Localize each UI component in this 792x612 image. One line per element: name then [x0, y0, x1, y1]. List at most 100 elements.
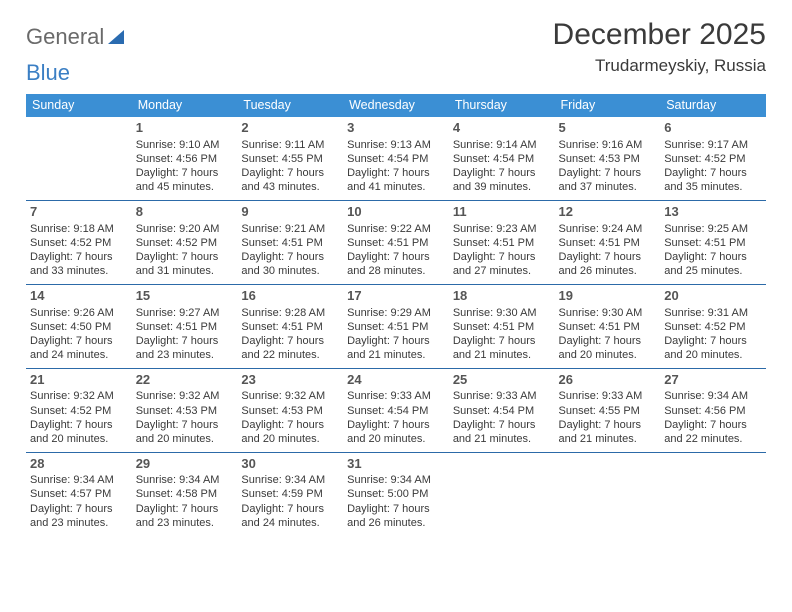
calendar-cell: 16Sunrise: 9:28 AMSunset: 4:51 PMDayligh… [237, 284, 343, 368]
day-number: 28 [30, 456, 128, 473]
calendar-cell: 18Sunrise: 9:30 AMSunset: 4:51 PMDayligh… [449, 284, 555, 368]
day-info: Sunrise: 9:34 AMSunset: 4:56 PMDaylight:… [664, 389, 762, 445]
day-info: Sunrise: 9:32 AMSunset: 4:53 PMDaylight:… [136, 389, 234, 445]
day-info: Sunrise: 9:26 AMSunset: 4:50 PMDaylight:… [30, 306, 128, 362]
calendar-cell: 6Sunrise: 9:17 AMSunset: 4:52 PMDaylight… [660, 117, 766, 200]
day-header: Sunday [26, 94, 132, 117]
day-header: Monday [132, 94, 238, 117]
day-number: 26 [559, 372, 657, 389]
day-number: 31 [347, 456, 445, 473]
day-info: Sunrise: 9:17 AMSunset: 4:52 PMDaylight:… [664, 138, 762, 194]
day-number: 14 [30, 288, 128, 305]
day-number: 12 [559, 204, 657, 221]
calendar-cell: 12Sunrise: 9:24 AMSunset: 4:51 PMDayligh… [555, 200, 661, 284]
day-number: 13 [664, 204, 762, 221]
day-number: 1 [136, 120, 234, 137]
day-info: Sunrise: 9:13 AMSunset: 4:54 PMDaylight:… [347, 138, 445, 194]
day-info: Sunrise: 9:20 AMSunset: 4:52 PMDaylight:… [136, 222, 234, 278]
day-info: Sunrise: 9:34 AMSunset: 4:59 PMDaylight:… [241, 473, 339, 529]
day-number: 2 [241, 120, 339, 137]
day-number: 21 [30, 372, 128, 389]
day-header: Saturday [660, 94, 766, 117]
day-info: Sunrise: 9:22 AMSunset: 4:51 PMDaylight:… [347, 222, 445, 278]
day-number: 22 [136, 372, 234, 389]
day-number: 27 [664, 372, 762, 389]
day-number: 6 [664, 120, 762, 137]
calendar-cell [660, 452, 766, 535]
day-number: 16 [241, 288, 339, 305]
day-info: Sunrise: 9:33 AMSunset: 4:54 PMDaylight:… [453, 389, 551, 445]
calendar-week-row: 28Sunrise: 9:34 AMSunset: 4:57 PMDayligh… [26, 452, 766, 535]
day-info: Sunrise: 9:32 AMSunset: 4:52 PMDaylight:… [30, 389, 128, 445]
calendar-cell: 20Sunrise: 9:31 AMSunset: 4:52 PMDayligh… [660, 284, 766, 368]
day-number: 20 [664, 288, 762, 305]
day-number: 5 [559, 120, 657, 137]
calendar-week-row: 1Sunrise: 9:10 AMSunset: 4:56 PMDaylight… [26, 117, 766, 200]
day-header: Wednesday [343, 94, 449, 117]
logo-sail-icon [108, 30, 124, 44]
calendar-week-row: 7Sunrise: 9:18 AMSunset: 4:52 PMDaylight… [26, 200, 766, 284]
day-info: Sunrise: 9:23 AMSunset: 4:51 PMDaylight:… [453, 222, 551, 278]
calendar-cell: 26Sunrise: 9:33 AMSunset: 4:55 PMDayligh… [555, 368, 661, 452]
calendar-cell: 31Sunrise: 9:34 AMSunset: 5:00 PMDayligh… [343, 452, 449, 535]
calendar-cell: 29Sunrise: 9:34 AMSunset: 4:58 PMDayligh… [132, 452, 238, 535]
calendar-cell: 30Sunrise: 9:34 AMSunset: 4:59 PMDayligh… [237, 452, 343, 535]
day-header-row: Sunday Monday Tuesday Wednesday Thursday… [26, 94, 766, 117]
day-number: 29 [136, 456, 234, 473]
month-title: December 2025 [553, 18, 766, 52]
calendar-cell: 27Sunrise: 9:34 AMSunset: 4:56 PMDayligh… [660, 368, 766, 452]
calendar-cell: 24Sunrise: 9:33 AMSunset: 4:54 PMDayligh… [343, 368, 449, 452]
calendar-cell [555, 452, 661, 535]
calendar-cell: 9Sunrise: 9:21 AMSunset: 4:51 PMDaylight… [237, 200, 343, 284]
calendar-cell: 22Sunrise: 9:32 AMSunset: 4:53 PMDayligh… [132, 368, 238, 452]
calendar-cell: 5Sunrise: 9:16 AMSunset: 4:53 PMDaylight… [555, 117, 661, 200]
day-info: Sunrise: 9:30 AMSunset: 4:51 PMDaylight:… [453, 306, 551, 362]
calendar-cell: 21Sunrise: 9:32 AMSunset: 4:52 PMDayligh… [26, 368, 132, 452]
calendar-cell: 15Sunrise: 9:27 AMSunset: 4:51 PMDayligh… [132, 284, 238, 368]
day-number: 18 [453, 288, 551, 305]
day-info: Sunrise: 9:10 AMSunset: 4:56 PMDaylight:… [136, 138, 234, 194]
logo: General [26, 18, 126, 50]
day-number: 30 [241, 456, 339, 473]
day-number: 19 [559, 288, 657, 305]
calendar-cell: 1Sunrise: 9:10 AMSunset: 4:56 PMDaylight… [132, 117, 238, 200]
calendar-cell: 28Sunrise: 9:34 AMSunset: 4:57 PMDayligh… [26, 452, 132, 535]
day-number: 4 [453, 120, 551, 137]
day-info: Sunrise: 9:18 AMSunset: 4:52 PMDaylight:… [30, 222, 128, 278]
day-number: 3 [347, 120, 445, 137]
day-number: 7 [30, 204, 128, 221]
calendar-cell: 8Sunrise: 9:20 AMSunset: 4:52 PMDaylight… [132, 200, 238, 284]
day-number: 15 [136, 288, 234, 305]
calendar-cell: 25Sunrise: 9:33 AMSunset: 4:54 PMDayligh… [449, 368, 555, 452]
day-number: 24 [347, 372, 445, 389]
calendar-cell [449, 452, 555, 535]
calendar-cell: 13Sunrise: 9:25 AMSunset: 4:51 PMDayligh… [660, 200, 766, 284]
day-number: 10 [347, 204, 445, 221]
calendar-cell: 4Sunrise: 9:14 AMSunset: 4:54 PMDaylight… [449, 117, 555, 200]
calendar-cell: 3Sunrise: 9:13 AMSunset: 4:54 PMDaylight… [343, 117, 449, 200]
day-header: Tuesday [237, 94, 343, 117]
day-number: 17 [347, 288, 445, 305]
calendar-cell: 10Sunrise: 9:22 AMSunset: 4:51 PMDayligh… [343, 200, 449, 284]
calendar-cell: 19Sunrise: 9:30 AMSunset: 4:51 PMDayligh… [555, 284, 661, 368]
day-info: Sunrise: 9:34 AMSunset: 4:57 PMDaylight:… [30, 473, 128, 529]
calendar-cell: 14Sunrise: 9:26 AMSunset: 4:50 PMDayligh… [26, 284, 132, 368]
location: Trudarmeyskiy, Russia [553, 56, 766, 76]
day-info: Sunrise: 9:33 AMSunset: 4:55 PMDaylight:… [559, 389, 657, 445]
day-info: Sunrise: 9:16 AMSunset: 4:53 PMDaylight:… [559, 138, 657, 194]
title-block: December 2025 Trudarmeyskiy, Russia [553, 18, 766, 76]
calendar-week-row: 14Sunrise: 9:26 AMSunset: 4:50 PMDayligh… [26, 284, 766, 368]
calendar-cell: 7Sunrise: 9:18 AMSunset: 4:52 PMDaylight… [26, 200, 132, 284]
calendar-cell: 2Sunrise: 9:11 AMSunset: 4:55 PMDaylight… [237, 117, 343, 200]
day-number: 23 [241, 372, 339, 389]
day-info: Sunrise: 9:21 AMSunset: 4:51 PMDaylight:… [241, 222, 339, 278]
day-info: Sunrise: 9:14 AMSunset: 4:54 PMDaylight:… [453, 138, 551, 194]
calendar-body: 1Sunrise: 9:10 AMSunset: 4:56 PMDaylight… [26, 117, 766, 536]
day-info: Sunrise: 9:25 AMSunset: 4:51 PMDaylight:… [664, 222, 762, 278]
day-info: Sunrise: 9:30 AMSunset: 4:51 PMDaylight:… [559, 306, 657, 362]
day-info: Sunrise: 9:34 AMSunset: 4:58 PMDaylight:… [136, 473, 234, 529]
day-number: 11 [453, 204, 551, 221]
day-info: Sunrise: 9:29 AMSunset: 4:51 PMDaylight:… [347, 306, 445, 362]
logo-text-1: General [26, 24, 104, 50]
calendar-week-row: 21Sunrise: 9:32 AMSunset: 4:52 PMDayligh… [26, 368, 766, 452]
